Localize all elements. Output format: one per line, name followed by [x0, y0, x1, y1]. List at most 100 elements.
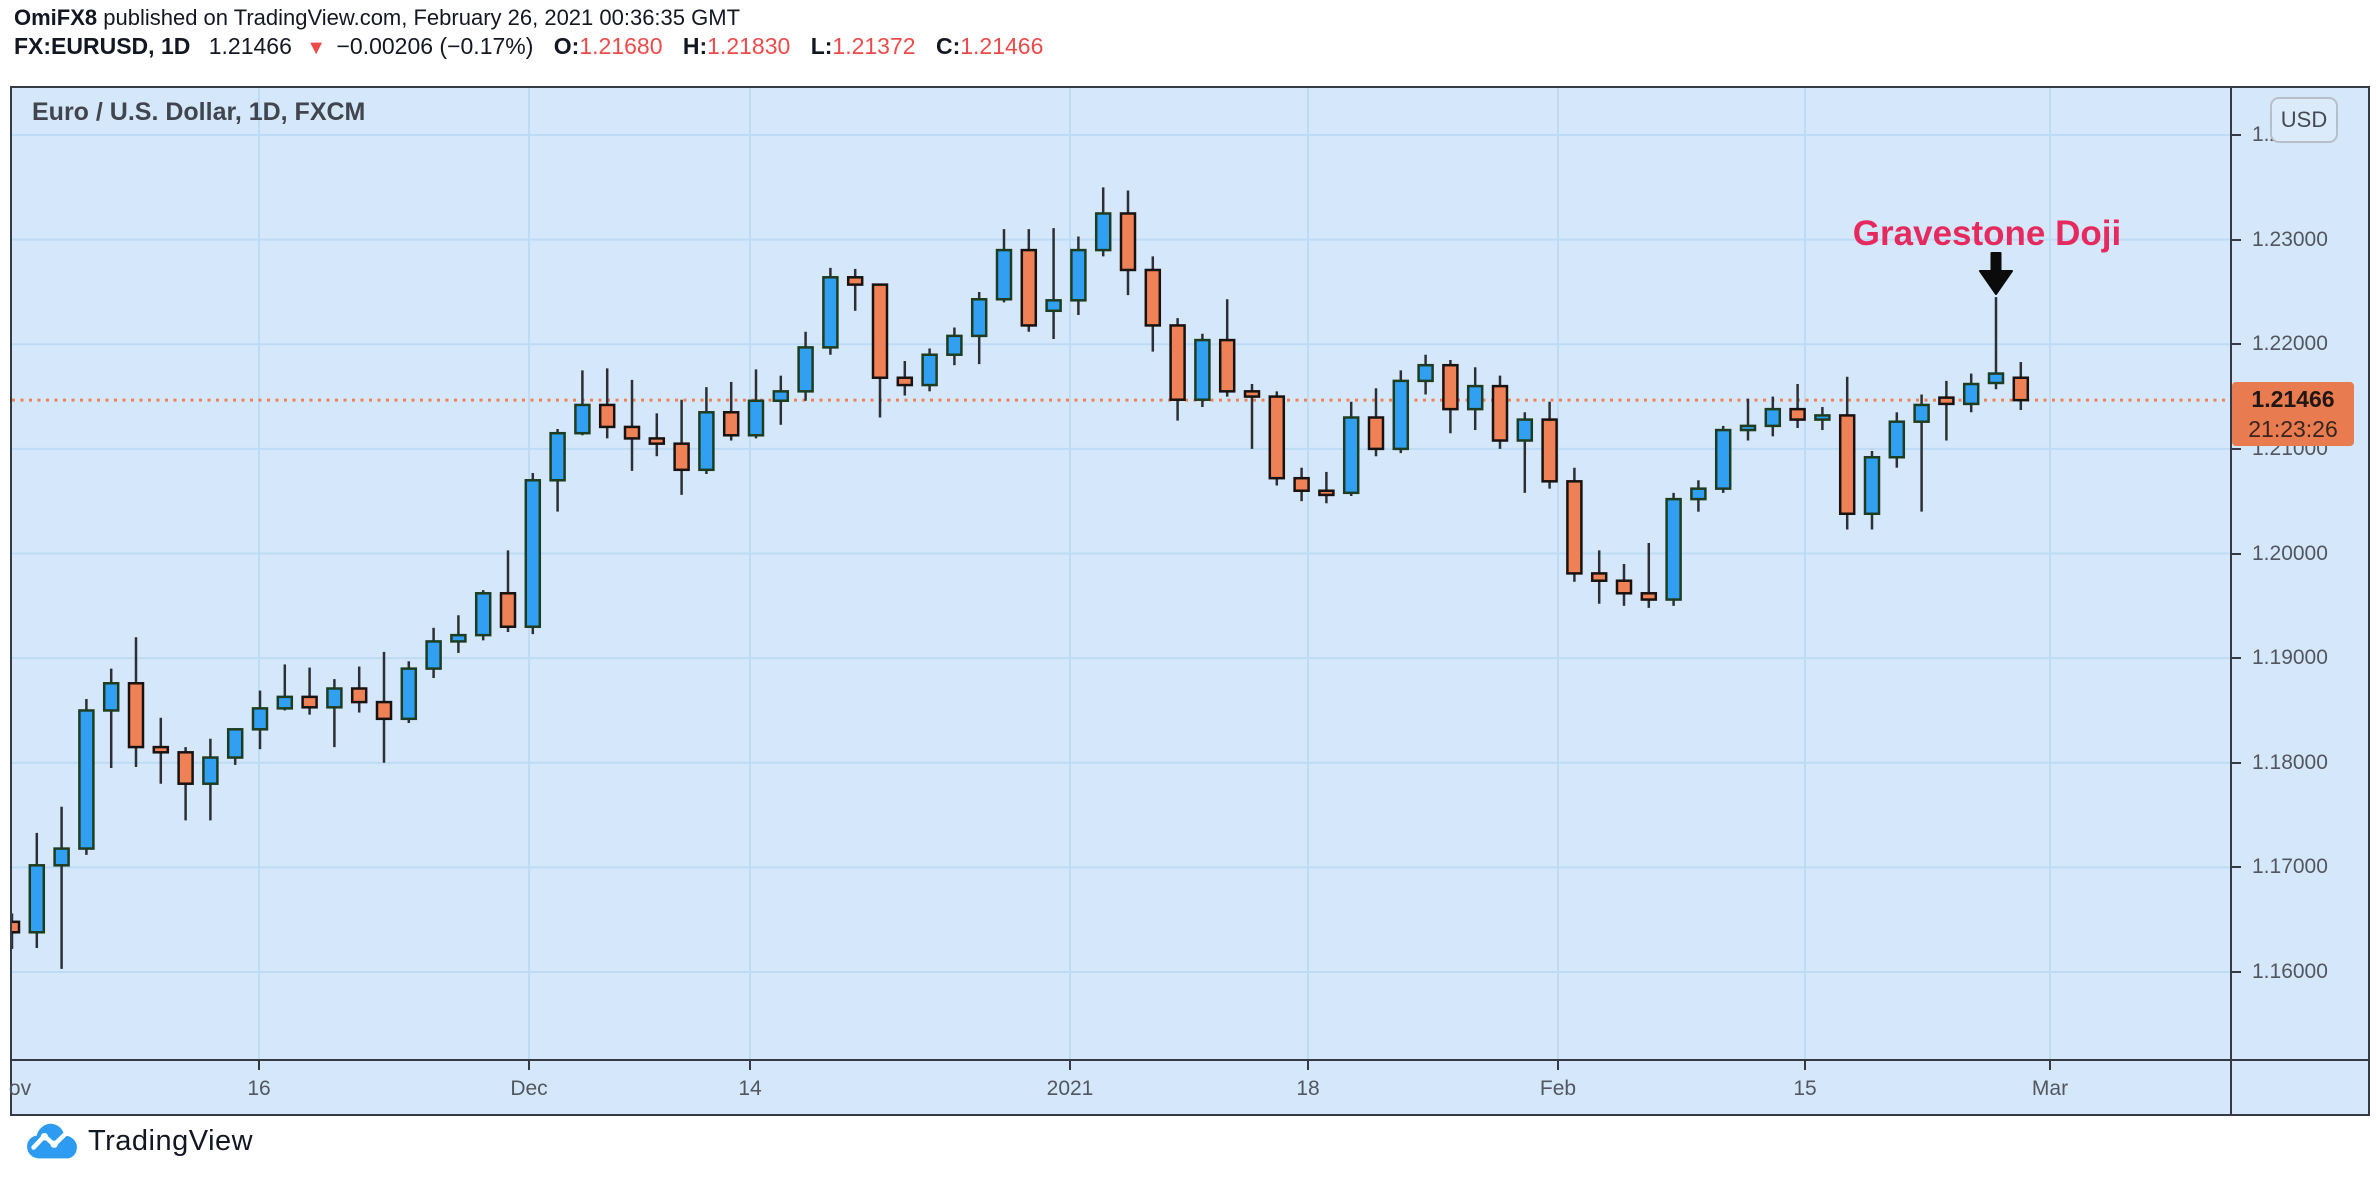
candle-nov-11: [177, 751, 194, 785]
candle-dec-29: [995, 248, 1013, 301]
last-price-label: 1.21466 21:23:26: [2232, 382, 2354, 446]
candle-feb-25: [2012, 376, 2030, 402]
candle-dec-4: [598, 403, 616, 429]
candle-feb-24: [1987, 372, 2005, 385]
price-tick-mark: [2232, 238, 2241, 241]
byline: OmiFX8 published on TradingView.com, Feb…: [14, 4, 740, 32]
time-axis[interactable]: ov 16 Dec 14 2021 18 Feb 15 Mar: [8, 1061, 2368, 1114]
time-tick-label: ov: [8, 1077, 32, 1100]
candle-nov-18: [301, 695, 318, 709]
candle-dec-2: [549, 431, 566, 482]
candle-jan-5: [1094, 212, 1112, 252]
candle-dec-8: [648, 437, 666, 445]
candle-jan-29: [1541, 418, 1558, 483]
candle-feb-3: [1615, 579, 1633, 595]
candle-feb-22: [1938, 396, 1955, 406]
candle-dec-9: [673, 442, 690, 472]
candle-feb-15: [1814, 414, 1831, 421]
price-axis[interactable]: USD 1.21466 21:23:26 1.240001.230001.220…: [2232, 88, 2368, 1059]
price-tick-mark: [2232, 866, 2241, 869]
open-value: 1.21680: [579, 33, 663, 59]
candle-jan-4: [1070, 248, 1087, 302]
candle-feb-5: [1665, 497, 1682, 601]
candle-nov-24: [400, 667, 418, 721]
candle-dec-24: [946, 334, 963, 356]
author-name: OmiFX8: [14, 5, 98, 30]
candle-dec-22: [896, 376, 914, 387]
candle-dec-3: [574, 403, 591, 435]
low-value: 1.21372: [832, 33, 916, 59]
candle-nov-5: [78, 709, 95, 850]
candle-nov-23: [375, 700, 393, 721]
candle-dec-28: [970, 298, 988, 338]
candle-dec-31: [1045, 299, 1062, 313]
candle-jan-6: [1119, 212, 1137, 272]
time-tick-mark: [1804, 1061, 1806, 1070]
time-tick-mark: [2049, 1061, 2051, 1070]
low-label: L:: [810, 33, 833, 59]
time-tick-mark: [1069, 1061, 1071, 1070]
candle-jan-7: [1144, 268, 1162, 327]
candle-feb-9: [1714, 428, 1732, 490]
time-tick-label: 18: [1296, 1077, 1320, 1100]
close-value: 1.21466: [960, 33, 1044, 59]
candle-feb-19: [1913, 403, 1930, 423]
candle-jan-26: [1466, 384, 1484, 411]
annotation-label[interactable]: Gravestone Doji: [1852, 214, 2122, 253]
price-tick-mark: [2232, 971, 2241, 974]
price-tick-label: 1.18000: [2252, 750, 2328, 774]
candle-nov-19: [326, 687, 343, 709]
candle-nov-2: [12, 920, 21, 934]
time-tick-mark: [1557, 1061, 1559, 1070]
cloud-logo-icon: [27, 1123, 77, 1159]
time-axis-separator: [12, 1059, 2368, 1061]
time-tick-label: 2021: [1046, 1077, 1094, 1100]
symbol-name: FX:EURUSD, 1D: [14, 33, 191, 59]
chart-canvas[interactable]: Euro / U.S. Dollar, 1D, FXCM Gravestone …: [12, 88, 2230, 1059]
candle-feb-16: [1838, 414, 1856, 516]
close-label: C:: [935, 33, 961, 59]
candle-nov-25: [425, 640, 442, 670]
candle-dec-15: [772, 390, 790, 403]
candle-jan-20: [1367, 416, 1385, 451]
price-tick-label: 1.17000: [2252, 855, 2328, 879]
candle-feb-11: [1764, 407, 1782, 428]
candle-jan-27: [1491, 384, 1509, 442]
candle-nov-17: [276, 695, 294, 710]
candle-jan-28: [1516, 418, 1534, 442]
candle-feb-2: [1590, 572, 1608, 582]
candle-jan-19: [1342, 416, 1360, 495]
currency-badge[interactable]: USD: [2270, 97, 2338, 143]
candle-nov-3: [28, 864, 46, 934]
open-label: O:: [553, 33, 580, 59]
candle-feb-8: [1690, 487, 1707, 501]
price-tick-label: 1.23000: [2252, 227, 2328, 251]
candle-jan-13: [1243, 390, 1261, 398]
candle-dec-11: [722, 411, 740, 437]
candle-dec-30: [1020, 248, 1038, 327]
candle-nov-10: [152, 745, 170, 754]
candle-feb-10: [1739, 424, 1757, 432]
candle-dec-16: [797, 346, 814, 393]
tradingview-logo[interactable]: TradingView: [26, 1122, 253, 1160]
candlestick-plot[interactable]: [12, 88, 2230, 1059]
candle-dec-1: [524, 479, 542, 629]
chart-widget: Euro / U.S. Dollar, 1D, FXCM Gravestone …: [8, 86, 2370, 1116]
candle-dec-14: [747, 399, 765, 437]
time-tick-label: 16: [247, 1077, 271, 1100]
time-tick-label: Mar: [2031, 1077, 2069, 1100]
price-tick-mark: [2232, 657, 2241, 660]
candle-feb-12: [1789, 407, 1806, 421]
candle-feb-18: [1888, 420, 1906, 459]
candle-jan-15: [1293, 476, 1310, 492]
down-arrow-icon[interactable]: [1979, 252, 2013, 295]
candle-nov-20: [350, 687, 368, 704]
candle-nov-4: [53, 847, 70, 867]
candle-dec-23: [921, 353, 938, 387]
candle-nov-12: [202, 756, 219, 785]
candle-feb-1: [1566, 480, 1583, 575]
candle-jan-22: [1417, 363, 1434, 383]
high-value: 1.21830: [707, 33, 791, 59]
price-tick-mark: [2232, 343, 2241, 346]
candle-nov-13: [226, 728, 244, 759]
